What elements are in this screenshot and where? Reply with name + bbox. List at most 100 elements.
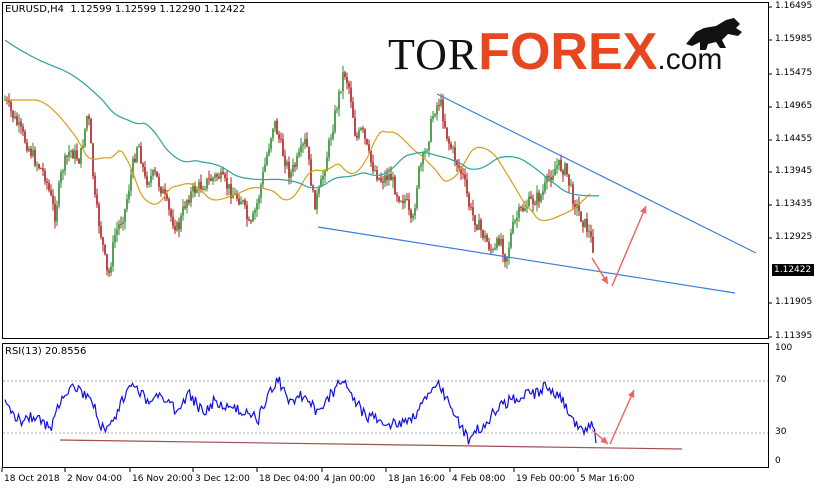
candle-body xyxy=(370,150,372,163)
candle-body xyxy=(340,91,342,93)
candle-body xyxy=(444,121,446,128)
candle-body xyxy=(446,127,448,139)
rsi-trend-line xyxy=(59,439,683,450)
candle-body xyxy=(320,179,322,188)
candle-body xyxy=(208,178,210,180)
candle-body xyxy=(172,216,174,227)
candle-body xyxy=(494,248,496,250)
candle-body xyxy=(238,198,240,205)
candle-body xyxy=(518,206,520,218)
candle-body xyxy=(398,196,400,202)
candle-body xyxy=(48,182,50,191)
candle-body xyxy=(102,237,104,245)
candle-body xyxy=(126,199,128,210)
candle-body xyxy=(278,134,280,139)
candle-body xyxy=(256,203,258,211)
candle-body xyxy=(166,194,168,200)
candle-body xyxy=(404,198,406,203)
candle-body xyxy=(422,152,424,165)
candle-body xyxy=(528,196,530,207)
candle-body xyxy=(350,87,352,102)
candle-body xyxy=(512,221,514,233)
candle-body xyxy=(202,189,204,191)
candle-body xyxy=(148,182,150,185)
candle-body xyxy=(84,128,86,146)
time-tick-label: 18 Jan 16:00 xyxy=(388,474,445,484)
candle-body xyxy=(186,199,188,208)
logo-dotcom: .com xyxy=(657,43,723,76)
candle-body xyxy=(258,197,260,204)
candle-body xyxy=(146,176,148,185)
candle-body xyxy=(342,72,344,92)
candle-body xyxy=(296,156,298,167)
candle-body xyxy=(50,190,52,196)
candle-body xyxy=(366,139,368,145)
candle-body xyxy=(318,187,320,194)
candle-body xyxy=(334,110,336,132)
main-pane-border xyxy=(2,2,769,339)
candle-body xyxy=(470,206,472,208)
price-tick-label: 1.14965 xyxy=(775,101,813,111)
candle-body xyxy=(574,204,576,209)
candle-body xyxy=(128,190,130,200)
candle-body xyxy=(230,184,232,199)
candle-body xyxy=(428,141,430,151)
candle-body xyxy=(460,167,462,174)
candle-body xyxy=(508,247,510,258)
candle-body xyxy=(264,164,266,172)
forecast-arrow-up-head xyxy=(639,206,647,214)
candle-body xyxy=(106,254,108,271)
candle-body xyxy=(450,143,452,149)
candle-body xyxy=(272,128,274,139)
candle-body xyxy=(468,193,470,207)
candle-body xyxy=(500,238,502,245)
candle-body xyxy=(486,235,488,242)
candle-body xyxy=(70,150,72,152)
price-tick-label: 1.12925 xyxy=(775,232,813,242)
candle-body xyxy=(378,177,380,180)
price-tick-label: 1.15475 xyxy=(775,68,813,78)
candle-body xyxy=(300,145,302,152)
candle-body xyxy=(290,171,292,178)
candle-body xyxy=(176,222,178,231)
candle-body xyxy=(218,176,220,179)
candle-body xyxy=(46,181,48,183)
candle-body xyxy=(200,181,202,190)
candle-body xyxy=(38,164,40,169)
candle-body xyxy=(562,170,564,175)
candle-body xyxy=(266,154,268,165)
candle-body xyxy=(140,146,142,164)
rsi-pane-border xyxy=(2,343,769,468)
candle-body xyxy=(432,116,434,119)
candle-body xyxy=(308,146,310,160)
logo-forex: FOREX xyxy=(478,23,658,81)
candle-body xyxy=(514,220,516,222)
candle-body xyxy=(402,201,404,203)
candle-body xyxy=(118,223,120,230)
bull-logo-icon xyxy=(686,18,742,50)
candle-body xyxy=(194,185,196,193)
candle-body xyxy=(454,147,456,161)
candle-body xyxy=(358,130,360,138)
candle-body xyxy=(536,192,538,205)
rsi-tick-label: 70 xyxy=(775,375,787,385)
candle-body xyxy=(344,72,346,77)
candle-body xyxy=(588,231,590,233)
candle-body xyxy=(168,199,170,210)
candle-body xyxy=(90,119,92,144)
candle-body xyxy=(550,177,552,180)
candle-body xyxy=(260,184,262,198)
candle-body xyxy=(336,109,338,111)
candle-body xyxy=(42,168,44,171)
candle-body xyxy=(478,220,480,230)
candle-body xyxy=(416,187,418,209)
candle-body xyxy=(356,135,358,138)
moving-average-slow xyxy=(4,39,600,197)
candle-body xyxy=(270,138,272,149)
candle-body xyxy=(380,177,382,182)
candle-body xyxy=(18,121,20,125)
rsi-tick-label: 0 xyxy=(775,456,781,466)
candle-body xyxy=(538,192,540,202)
